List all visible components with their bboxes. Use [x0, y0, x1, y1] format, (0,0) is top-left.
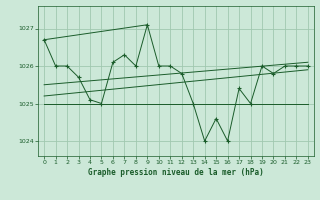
X-axis label: Graphe pression niveau de la mer (hPa): Graphe pression niveau de la mer (hPa): [88, 168, 264, 177]
